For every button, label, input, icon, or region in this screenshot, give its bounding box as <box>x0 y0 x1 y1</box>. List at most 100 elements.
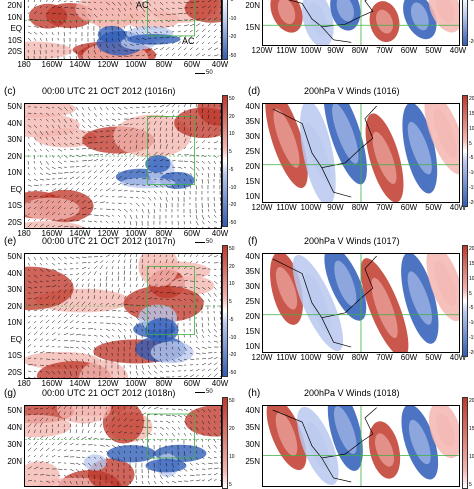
negative-wind-region <box>145 155 170 173</box>
colorbar-tick-label: 10 <box>229 455 235 460</box>
latitude-tick-label: 10N <box>0 14 22 22</box>
latitude-tick-label: 15N <box>236 24 260 32</box>
longitude-tick-label: 100W <box>301 204 322 212</box>
longitude-tick-label: 70W <box>376 204 392 212</box>
colorbar-tick-label: 5 <box>469 483 472 488</box>
colorbar-tick-label: 20 <box>229 265 235 270</box>
negative-wind-region <box>98 26 126 43</box>
latitude-tick-label: 40N <box>0 120 22 128</box>
panel-label: (g) <box>4 388 16 399</box>
longitude-tick-label: 40W <box>212 380 228 388</box>
latitude-tick-label: 20N <box>0 458 22 466</box>
colorbar-tick-label: 15 <box>469 112 474 117</box>
panel-label: (c) <box>4 86 16 97</box>
map-plot <box>24 0 222 60</box>
colorbar-tick-label: 20 <box>469 247 474 252</box>
colorbar-tick-label: -10 <box>229 186 236 191</box>
latitude-tick-label: 20S <box>0 48 22 56</box>
longitude-tick-label: 80W <box>352 47 368 55</box>
longitude-tick-label: 70W <box>376 354 392 362</box>
longitude-tick-label: 120W <box>252 204 273 212</box>
colorbar-tick-label: 50 <box>229 399 235 404</box>
longitude-tick-label: 60W <box>401 204 417 212</box>
colorbar-tick-label: -10 <box>229 336 236 341</box>
colorbar-tick-label: -15 <box>469 186 474 191</box>
longitude-tick-label: 120W <box>98 61 119 69</box>
latitude-tick-label: 30N <box>236 441 260 449</box>
colorbar-tick-label: 50 <box>229 97 235 102</box>
panel-label: (d) <box>248 86 260 97</box>
colorbar <box>462 0 468 46</box>
longitude-tick-label: 180 <box>17 380 30 388</box>
longitude-tick-label: 60W <box>184 380 200 388</box>
colorbar-tick-label: -20 <box>229 203 236 208</box>
colorbar-tick-label: -5 <box>229 168 233 173</box>
latitude-tick-label: 40N <box>0 424 22 432</box>
panel-title: 00:00 UTC 21 OCT 2012 (1016n) <box>42 86 175 96</box>
map-plot <box>262 253 460 353</box>
colorbar-tick-label: -20 <box>469 201 474 206</box>
longitude-tick-label: 90W <box>327 47 343 55</box>
colorbar-tick-label: 10 <box>229 132 235 137</box>
colorbar-tick-label: -10 <box>469 171 474 176</box>
longitude-tick-label: 40W <box>212 61 228 69</box>
latitude-tick-label: EQ <box>0 186 22 194</box>
longitude-tick-label: 110W <box>276 204 296 212</box>
anticyclone-label: AC <box>182 36 195 46</box>
longitude-tick-label: 160W <box>42 61 63 69</box>
latitude-tick-label: 20N <box>236 2 260 10</box>
latitude-tick-label: 10S <box>0 352 22 360</box>
longitude-tick-label: 100W <box>126 61 147 69</box>
positive-wind-region <box>29 4 67 29</box>
colorbar-tick-label: 15 <box>469 427 474 432</box>
colorbar-tick-label: -20 <box>469 351 474 356</box>
latitude-tick-label: 10N <box>236 343 260 351</box>
longitude-tick-label: 50W <box>425 204 441 212</box>
anticyclone-label: AC <box>136 0 149 10</box>
colorbar-tick-label: -20 <box>229 353 236 358</box>
colorbar <box>222 0 228 60</box>
panel-label: (e) <box>4 236 16 247</box>
panel-label: (h) <box>248 388 260 399</box>
latitude-tick-label: 40N <box>0 270 22 278</box>
map-plot <box>24 405 222 487</box>
longitude-tick-label: 80W <box>156 61 172 69</box>
longitude-tick-label: 110W <box>276 354 296 362</box>
latitude-tick-label: 15N <box>236 328 260 336</box>
latitude-tick-label: 30N <box>0 441 22 449</box>
map-plot <box>24 253 222 379</box>
longitude-tick-label: 60W <box>401 354 417 362</box>
colorbar <box>222 95 228 227</box>
vector-scale-label: 50 <box>206 239 213 245</box>
colorbar-tick-label: -5 <box>229 318 233 323</box>
latitude-tick-label: 40N <box>236 253 260 261</box>
longitude-tick-label: 110W <box>276 47 296 55</box>
longitude-tick-label: 100W <box>301 354 322 362</box>
latitude-tick-label: 30N <box>0 286 22 294</box>
latitude-tick-label: 10N <box>0 169 22 177</box>
latitude-tick-label: 35N <box>236 424 260 432</box>
panel-title: 200hPa V Winds (1017) <box>304 236 400 246</box>
colorbar-tick-label: -10 <box>229 17 236 22</box>
longitude-tick-label: 180 <box>17 230 30 238</box>
longitude-tick-label: 40W <box>212 230 228 238</box>
colorbar-tick-label: -50 <box>229 371 236 376</box>
latitude-tick-label: 50N <box>0 103 22 111</box>
panel-title: 00:00 UTC 21 OCT 2012 (1018n) <box>42 388 175 398</box>
colorbar-tick-label: -50 <box>229 54 236 59</box>
longitude-tick-label: 80W <box>352 354 368 362</box>
colorbar-tick-label: 20 <box>469 97 474 102</box>
colorbar-tick-label: 5 <box>469 142 472 147</box>
latitude-tick-label: 40N <box>236 103 260 111</box>
latitude-tick-label: 20N <box>236 163 260 171</box>
map-plot <box>262 103 460 203</box>
colorbar-tick-label: -20 <box>229 35 236 40</box>
latitude-tick-label: 10N <box>0 319 22 327</box>
longitude-tick-label: 90W <box>327 354 343 362</box>
negative-wind-region <box>145 318 178 343</box>
longitude-tick-label: 70W <box>376 47 392 55</box>
longitude-tick-label: 120W <box>252 47 273 55</box>
latitude-tick-label: 35N <box>236 268 260 276</box>
colorbar <box>222 397 228 489</box>
colorbar <box>462 397 468 489</box>
